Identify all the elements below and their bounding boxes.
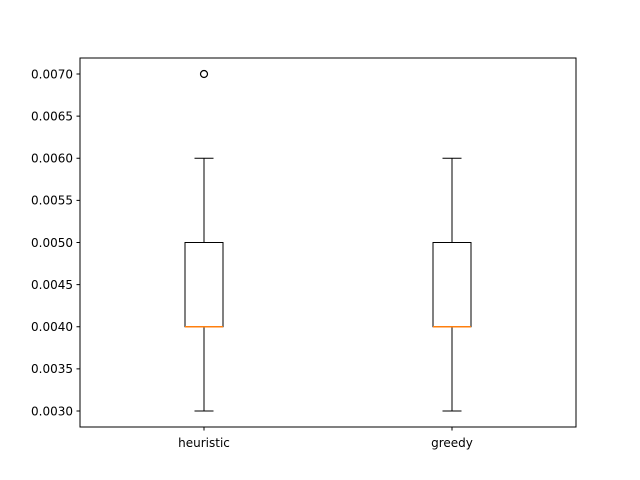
- y-tick-label: 0.0040: [31, 320, 73, 334]
- outlier-point: [199, 69, 209, 79]
- y-tick-label: 0.0055: [31, 194, 73, 208]
- y-tick-label: 0.0050: [31, 236, 73, 250]
- y-tick-label: 0.0030: [31, 404, 73, 418]
- box-heuristic: [184, 69, 224, 412]
- y-tick-label: 0.0060: [31, 152, 73, 166]
- y-tick-label: 0.0065: [31, 109, 73, 123]
- x-tick-label: heuristic: [178, 436, 230, 450]
- y-tick-label: 0.0045: [31, 278, 73, 292]
- plot-frame: [79, 57, 577, 428]
- iqr-box: [184, 242, 224, 328]
- box-greedy: [432, 157, 472, 412]
- x-tick-label: greedy: [431, 436, 473, 450]
- y-tick-label: 0.0070: [31, 67, 73, 81]
- iqr-box: [432, 242, 472, 328]
- y-tick-label: 0.0035: [31, 362, 73, 376]
